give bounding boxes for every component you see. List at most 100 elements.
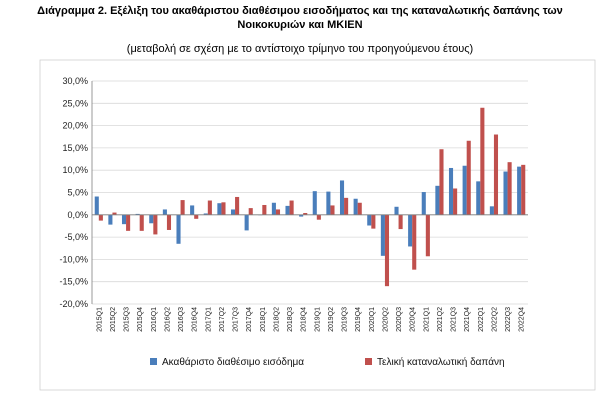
- bar-consumption-2018Q4: [303, 213, 308, 215]
- bar-income-2022Q1: [476, 181, 481, 215]
- bar-consumption-2015Q2: [112, 212, 117, 215]
- bar-consumption-2021Q2: [439, 149, 444, 215]
- y-axis: -20,0% -15,0% -10,0% -5,0% 0,0% 5,0% 10,0% 15,0…: [59, 76, 93, 309]
- x-tick-label: 2016Q1: [151, 307, 158, 332]
- bar-income-2017Q3: [230, 209, 236, 215]
- x-tick-label: 2019Q1: [314, 307, 321, 332]
- y-tick-label: -15,0%: [59, 277, 88, 287]
- x-tick-label: 2018Q2: [273, 307, 280, 332]
- y-tick-label: 20,0%: [62, 121, 88, 131]
- x-tick-label: 2022Q4: [519, 307, 526, 332]
- bar-consumption-2015Q3: [126, 214, 131, 231]
- x-tick-label: 2017Q3: [233, 307, 240, 332]
- bar-consumption-2016Q4: [194, 214, 199, 219]
- bar-consumption-2015Q1: [98, 214, 103, 221]
- bar-income-2020Q4: [408, 214, 413, 247]
- x-tick-label: 2017Q4: [246, 307, 253, 332]
- x-tick-label: 2020Q3: [396, 307, 403, 332]
- bar-consumption-2022Q4: [521, 164, 526, 215]
- bar-income-2019Q1: [312, 191, 317, 215]
- x-tick-label: 2019Q4: [355, 307, 362, 332]
- x-tick-label: 2015Q1: [96, 307, 103, 332]
- bar-income-2021Q3: [448, 167, 454, 215]
- bar-income-2020Q2: [380, 214, 385, 256]
- bar-income-2016Q4: [190, 205, 195, 215]
- bar-income-2022Q2: [489, 206, 494, 215]
- chart-title-line2: Νοικοκυριών και ΜΚΙΕΝ: [237, 19, 363, 31]
- bar-income-2020Q1: [367, 214, 372, 226]
- y-tick-label: 10,0%: [62, 165, 88, 175]
- y-tick-label: -10,0%: [59, 254, 88, 264]
- x-tick-label: 2017Q1: [205, 307, 212, 332]
- bar-consumption-2016Q3: [180, 200, 185, 215]
- bar-consumption-2018Q2: [275, 209, 281, 215]
- bar-consumption-2022Q3: [507, 162, 512, 215]
- x-tick-label: 2022Q1: [478, 307, 485, 332]
- bar-consumption-2020Q1: [371, 214, 376, 229]
- y-tick-label: 30,0%: [62, 76, 88, 86]
- bar-consumption-2017Q4: [248, 208, 253, 215]
- bar-income-2017Q2: [217, 203, 222, 215]
- bar-consumption-2022Q2: [493, 134, 499, 215]
- bar-consumption-2019Q4: [357, 202, 362, 215]
- bar-consumption-2022Q1: [480, 107, 485, 215]
- bar-consumption-2016Q1: [153, 214, 158, 235]
- y-tick-label: 0,0%: [67, 210, 88, 220]
- bar-income-2021Q1: [421, 192, 426, 215]
- bar-income-2022Q4: [517, 166, 522, 215]
- x-tick-label: 2020Q4: [410, 307, 417, 332]
- bar-income-2015Q3: [121, 214, 127, 225]
- x-tick-label: 2020Q2: [382, 307, 389, 332]
- x-tick-label: 2016Q3: [178, 307, 185, 332]
- x-tick-label: 2017Q2: [219, 307, 226, 332]
- bar-income-2019Q3: [339, 180, 345, 215]
- bar-income-2016Q1: [149, 214, 154, 224]
- bar-income-2021Q2: [435, 185, 440, 215]
- bar-consumption-2018Q1: [262, 204, 267, 215]
- x-tick-label: 2021Q2: [437, 307, 444, 332]
- y-tick-label: -20,0%: [59, 299, 88, 309]
- bar-consumption-2019Q2: [330, 205, 335, 215]
- x-tick-label: 2021Q3: [451, 307, 458, 332]
- x-tick-label: 2021Q1: [423, 307, 430, 332]
- bars: [94, 107, 526, 287]
- bar-consumption-2019Q1: [316, 214, 321, 220]
- x-axis: 2015Q1 2015Q2 2015Q3 2015Q4 2016Q1 2016Q2 2016…: [92, 214, 528, 332]
- bar-consumption-2020Q3: [398, 214, 403, 230]
- bar-income-2015Q1: [94, 196, 99, 215]
- bar-income-2018Q2: [271, 202, 276, 215]
- bar-consumption-2020Q2: [384, 214, 390, 287]
- x-tick-label: 2022Q3: [505, 307, 512, 332]
- bar-consumption-2018Q3: [289, 200, 294, 215]
- legend: Ακαθάριστο διαθέσιμο εισόδημα Τελική κατα…: [150, 356, 505, 368]
- x-tick-label: 2020Q1: [369, 307, 376, 332]
- bar-consumption-2016Q2: [166, 214, 172, 230]
- bar-consumption-2021Q3: [453, 188, 458, 215]
- x-tick-label: 2022Q2: [491, 307, 498, 332]
- bar-income-2015Q2: [108, 214, 113, 225]
- chart-title-line1: Διάγραμμα 2. Εξέλιξη του ακαθάριστου δια…: [37, 5, 563, 17]
- bar-income-2015Q4: [135, 213, 140, 215]
- bar-income-2020Q3: [394, 206, 399, 215]
- chart-subtitle: (μεταβολή σε σχέση με το αντίστοιχο τρίμ…: [126, 43, 474, 55]
- x-tick-label: 2015Q4: [137, 307, 144, 332]
- x-tick-label: 2016Q4: [192, 307, 199, 332]
- bar-income-2017Q4: [244, 214, 249, 231]
- legend-swatch: [365, 358, 372, 365]
- legend-label: Ακαθάριστο διαθέσιμο εισόδημα: [162, 356, 304, 368]
- bar-income-2019Q2: [326, 191, 331, 215]
- x-tick-label: 2015Q3: [124, 307, 131, 332]
- bar-income-2017Q1: [203, 213, 208, 215]
- x-tick-label: 2019Q2: [328, 307, 335, 332]
- plot-frame: [39, 59, 596, 391]
- bar-consumption-2015Q4: [139, 214, 144, 231]
- bar-consumption-2021Q4: [466, 140, 471, 215]
- x-tick-label: 2018Q3: [287, 307, 294, 332]
- legend-swatch: [150, 358, 157, 365]
- bar-consumption-2021Q1: [425, 214, 430, 257]
- y-tick-label: 15,0%: [62, 143, 88, 153]
- bar-income-2018Q4: [299, 214, 304, 217]
- bar-consumption-2017Q1: [207, 200, 212, 215]
- y-tick-label: 25,0%: [62, 98, 88, 108]
- x-tick-label: 2021Q4: [464, 307, 471, 332]
